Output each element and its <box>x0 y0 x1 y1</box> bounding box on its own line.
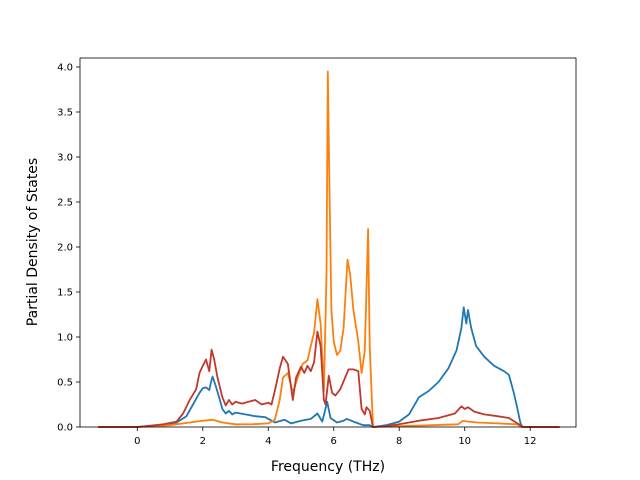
y-tick-label: 2.5 <box>57 198 73 209</box>
x-tick-label: 8 <box>396 436 402 447</box>
y-tick-label: 3.0 <box>57 153 73 164</box>
y-tick-label: 0.0 <box>57 423 73 434</box>
y-tick-label: 3.5 <box>57 108 73 119</box>
series-line-2 <box>98 70 560 428</box>
x-axis: 0 2 4 6 8 10 12 <box>134 427 537 447</box>
x-tick-label: 2 <box>200 436 206 447</box>
y-axis-label: Partial Density of States <box>25 158 41 326</box>
x-tick-label: 10 <box>458 436 471 447</box>
y-axis: 0.0 0.5 1.0 1.5 2.0 2.5 3.0 3.5 4.0 <box>57 63 80 434</box>
x-axis-label: Frequency (THz) <box>271 459 385 475</box>
y-tick-label: 1.0 <box>57 333 73 344</box>
x-tick-label: 4 <box>265 436 271 447</box>
y-tick-label: 4.0 <box>57 63 73 74</box>
plot-frame <box>79 57 577 428</box>
x-tick-label: 6 <box>331 436 337 447</box>
y-tick-label: 0.5 <box>57 378 73 389</box>
series-line-1 <box>98 306 560 428</box>
series-line-3 <box>98 330 560 428</box>
y-tick-label: 2.0 <box>57 243 73 254</box>
y-tick-label: 1.5 <box>57 288 73 299</box>
x-tick-label: 12 <box>524 436 537 447</box>
x-tick-label: 0 <box>134 436 140 447</box>
series-layer <box>98 70 560 428</box>
